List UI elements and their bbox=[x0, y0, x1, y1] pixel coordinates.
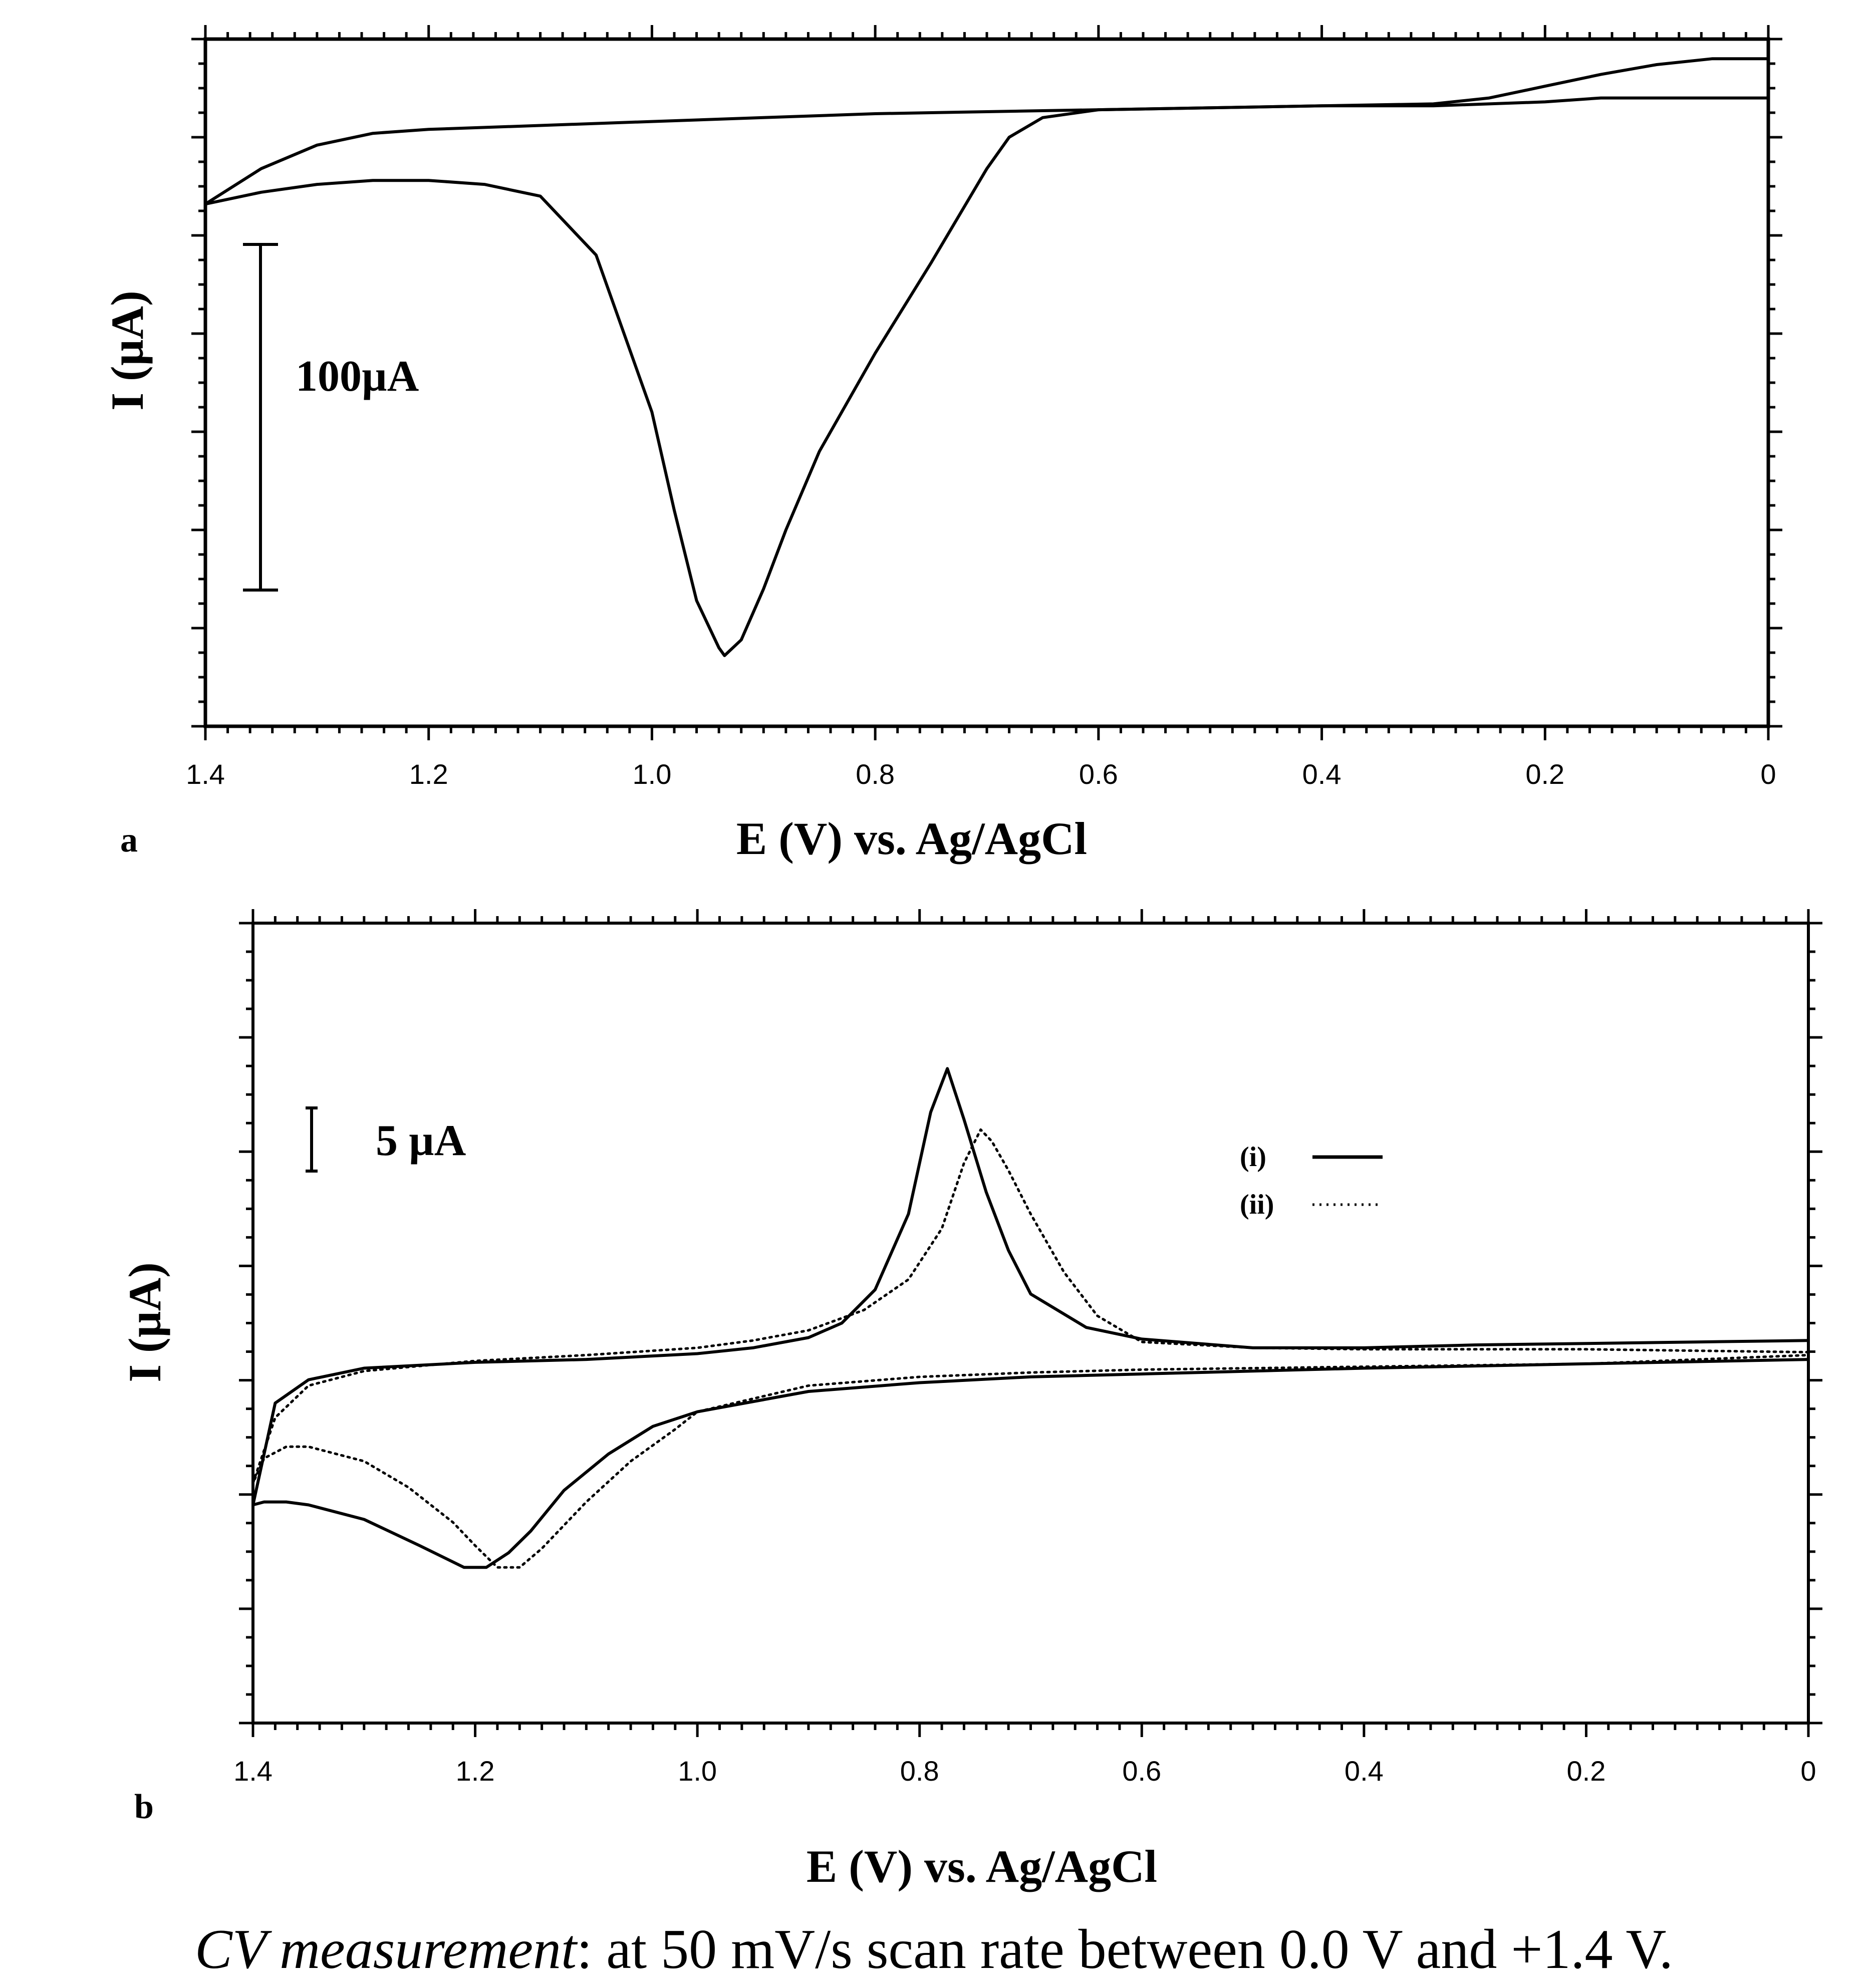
x-tick-label: 0.8 bbox=[900, 1755, 939, 1787]
panel-a: 1.4 1.2 1.0 0.8 0.6 0.4 0.2 0 E (V) vs. Ag/AgCl I… bbox=[102, 25, 1782, 864]
x-tick-label: 1.4 bbox=[186, 758, 225, 790]
series-line-i bbox=[251, 1067, 1810, 1569]
x-tick-label: 0.2 bbox=[1566, 1755, 1606, 1787]
x-tick-label: 0 bbox=[1760, 758, 1776, 790]
x-tick-label: 1.2 bbox=[456, 1755, 495, 1787]
scale-bar-label: 100µA bbox=[296, 352, 419, 401]
x-tick-label: 1.0 bbox=[632, 758, 671, 790]
x-tick-label: 0.6 bbox=[1079, 758, 1118, 790]
legend-label: (i) bbox=[1240, 1142, 1266, 1173]
series-line-ii bbox=[251, 1128, 1810, 1569]
x-axis-title: E (V) vs. Ag/AgCl bbox=[807, 1841, 1157, 1892]
plot-frame bbox=[203, 37, 1770, 728]
x-axis-title: E (V) vs. Ag/AgCl bbox=[736, 813, 1087, 864]
x-tick-label: 0.2 bbox=[1525, 758, 1564, 790]
x-tick-label: 0.6 bbox=[1122, 1755, 1161, 1787]
series-line-forward-scan bbox=[204, 96, 1770, 206]
x-tick-label: 1.4 bbox=[233, 1755, 273, 1787]
x-tick-label: 1.2 bbox=[409, 758, 448, 790]
y-axis-title: I (µA) bbox=[102, 291, 153, 411]
x-tick-label: 0.4 bbox=[1345, 1755, 1384, 1787]
x-tick-label: 1.0 bbox=[678, 1755, 717, 1787]
caption-text: : at 50 mV/s scan rate between 0.0 V and… bbox=[577, 1918, 1673, 1980]
x-tick-label: 0 bbox=[1800, 1755, 1816, 1787]
legend: (i) (ii) bbox=[1240, 1142, 1383, 1220]
caption-italic: CV measurement bbox=[195, 1918, 577, 1980]
panel-letter: b bbox=[134, 1788, 154, 1826]
series-line-reverse-scan bbox=[204, 57, 1770, 657]
y-axis-title: I (µA) bbox=[119, 1262, 170, 1382]
x-tick-label: 0.8 bbox=[856, 758, 895, 790]
scale-bar-label: 5 µA bbox=[376, 1116, 466, 1165]
legend-label: (ii) bbox=[1240, 1189, 1274, 1220]
panel-letter: a bbox=[120, 821, 138, 860]
panel-b: 1.4 1.2 1.0 0.8 0.6 0.4 0.2 0 E (V) vs. Ag/AgCl I… bbox=[119, 909, 1822, 1892]
plot-frame bbox=[251, 922, 1810, 1725]
x-tick-label: 0.4 bbox=[1302, 758, 1342, 790]
figure-caption: CV measurement: at 50 mV/s scan rate bet… bbox=[0, 1919, 1868, 1979]
